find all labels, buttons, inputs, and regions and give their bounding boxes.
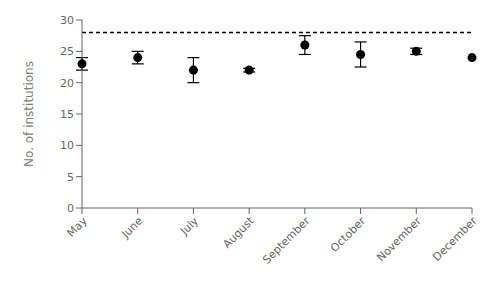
svg-text:June: June — [119, 214, 146, 241]
svg-text:30: 30 — [60, 14, 74, 27]
svg-text:20: 20 — [60, 77, 74, 90]
svg-text:July: July — [177, 214, 201, 238]
svg-text:5: 5 — [67, 171, 74, 184]
svg-text:No. of institutions: No. of institutions — [22, 61, 36, 167]
svg-text:May: May — [64, 214, 90, 240]
svg-text:0: 0 — [67, 202, 74, 215]
svg-text:15: 15 — [60, 108, 74, 121]
svg-text:August: August — [220, 214, 257, 251]
svg-text:25: 25 — [60, 45, 74, 58]
svg-text:December: December — [430, 214, 480, 264]
svg-text:October: October — [328, 214, 369, 255]
svg-text:10: 10 — [60, 139, 74, 152]
svg-text:September: September — [260, 214, 313, 267]
svg-text:November: November — [374, 214, 424, 264]
